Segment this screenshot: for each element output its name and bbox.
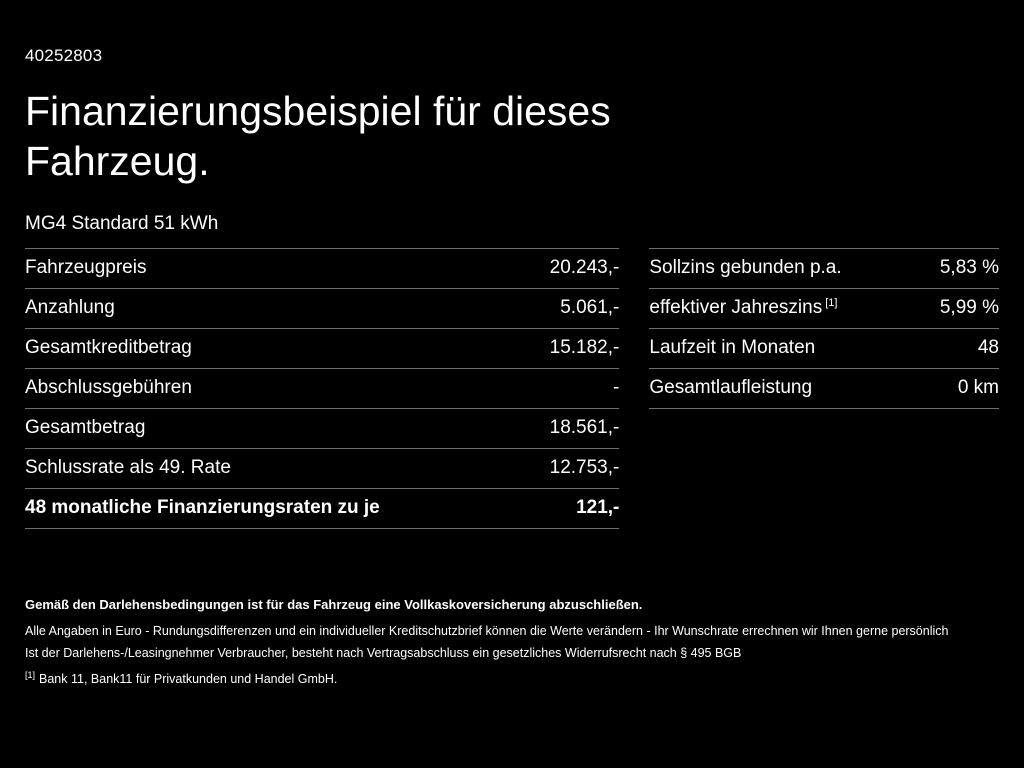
row-value: 12.753,- (549, 457, 620, 478)
row-label: Gesamtkreditbetrag (25, 337, 192, 358)
financing-tables: Fahrzeugpreis 20.243,- Anzahlung 5.061,-… (25, 248, 999, 529)
page-title: Finanzierungsbeispiel für dieses Fahrzeu… (25, 88, 611, 184)
footnote-withdrawal-right: Ist der Darlehens-/Leasingnehmer Verbrau… (25, 646, 742, 660)
footnote-bank: [1] Bank 11, Bank11 für Privatkunden und … (25, 669, 338, 686)
row-value: 20.243,- (549, 257, 620, 278)
row-value: 5,83 % (939, 257, 999, 278)
footnote-marker: [1] (25, 669, 36, 680)
row-value: 15.182,- (549, 337, 620, 358)
financing-conditions-table: Sollzins gebunden p.a. 5,83 % effektiver… (649, 248, 999, 409)
content-area: 40252803 Finanzierungsbeispiel für diese… (25, 46, 999, 529)
vehicle-model-subtitle: MG4 Standard 51 kWh (25, 213, 219, 234)
table-row-monthly-rate: 48 monatliche Finanzierungsraten zu je 1… (25, 488, 620, 528)
row-label: Sollzins gebunden p.a. (649, 257, 842, 278)
row-value: 5.061,- (560, 297, 620, 318)
row-label: 48 monatliche Finanzierungsraten zu je (25, 497, 380, 518)
row-value: 5,99 % (939, 297, 999, 318)
row-label: Fahrzeugpreis (25, 257, 147, 278)
row-label: effektiver Jahreszins [1] (649, 296, 838, 318)
row-value: 18.561,- (549, 417, 620, 438)
row-value: 121,- (576, 497, 620, 518)
table-row: Fahrzeugpreis 20.243,- (25, 248, 620, 288)
row-value: 48 (977, 337, 999, 358)
financing-amounts-table: Fahrzeugpreis 20.243,- Anzahlung 5.061,-… (25, 248, 620, 529)
row-label: Anzahlung (25, 297, 115, 318)
document-id: 40252803 (25, 46, 103, 65)
legal-footnotes: Gemäß den Darlehensbedingungen ist für d… (25, 597, 999, 687)
row-label: Schlussrate als 49. Rate (25, 457, 231, 478)
footnote-marker: [1] (825, 296, 838, 309)
row-label: Laufzeit in Monaten (649, 337, 816, 358)
table-row: Anzahlung 5.061,- (25, 288, 620, 328)
table-row: Gesamtbetrag 18.561,- (25, 408, 620, 448)
table-row: Abschlussgebühren - (25, 368, 620, 408)
footnote-insurance: Gemäß den Darlehensbedingungen ist für d… (25, 597, 643, 612)
footnote-euro-note: Alle Angaben in Euro - Rundungsdifferenz… (25, 624, 949, 638)
table-row: Gesamtkreditbetrag 15.182,- (25, 328, 620, 368)
table-row: effektiver Jahreszins [1] 5,99 % (649, 288, 999, 328)
table-row: Gesamtlaufleistung 0 km (649, 368, 999, 408)
row-label: Gesamtbetrag (25, 417, 146, 438)
table-row: Laufzeit in Monaten 48 (649, 328, 999, 368)
table-row: Sollzins gebunden p.a. 5,83 % (649, 248, 999, 288)
row-label: Gesamtlaufleistung (649, 377, 813, 398)
table-row: Schlussrate als 49. Rate 12.753,- (25, 448, 620, 488)
row-value: 0 km (957, 377, 999, 398)
row-value: - (613, 377, 620, 398)
row-label: Abschlussgebühren (25, 377, 192, 398)
